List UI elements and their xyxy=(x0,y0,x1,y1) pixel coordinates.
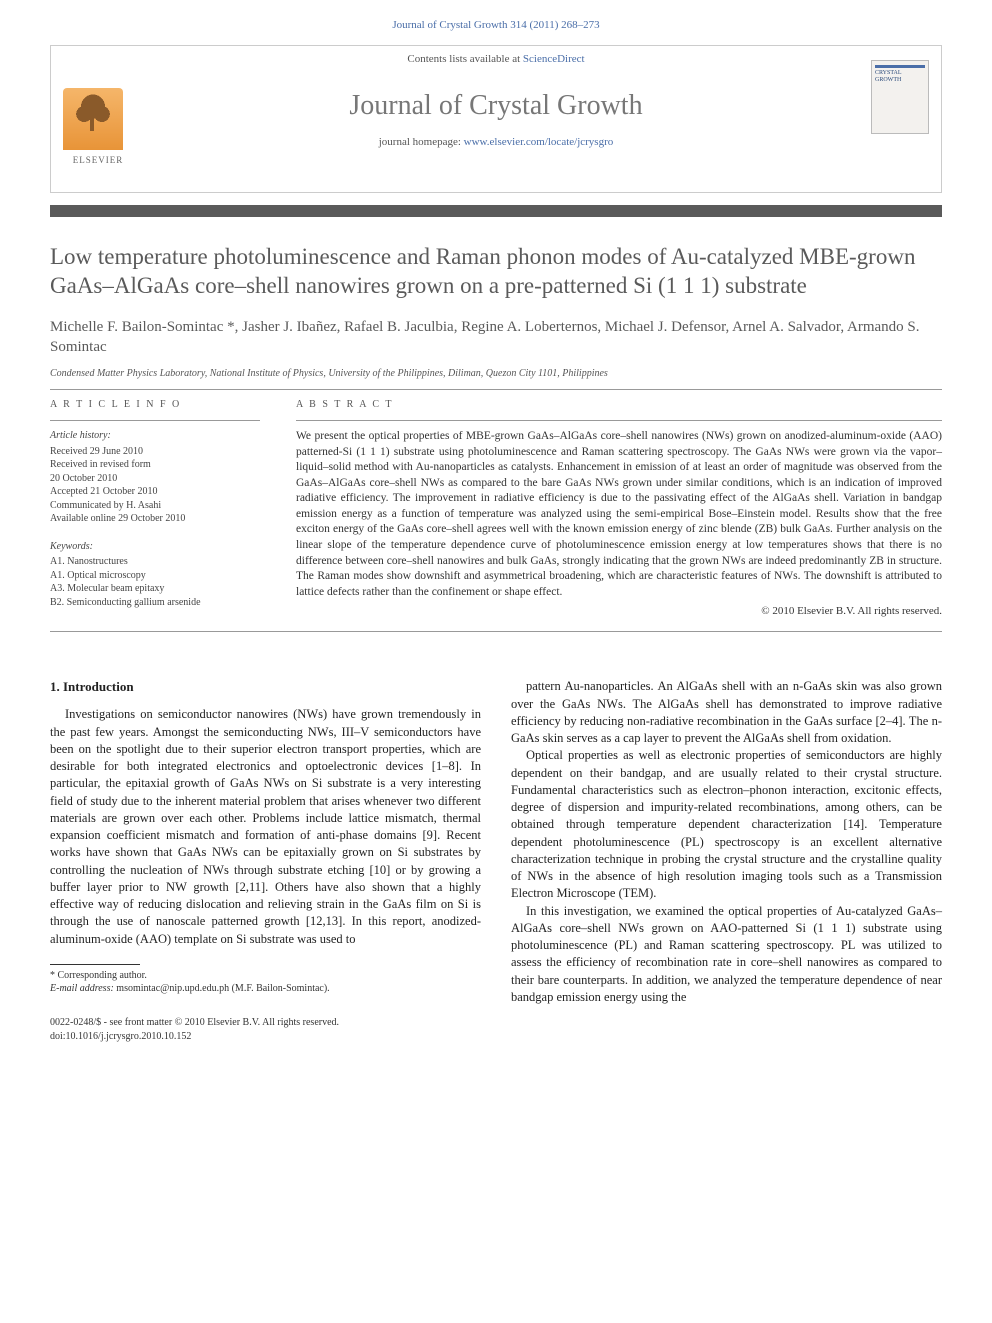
section-title: Introduction xyxy=(63,679,134,694)
elsevier-logo: ELSEVIER xyxy=(63,88,133,178)
doi-line: doi:10.1016/j.jcrysgro.2010.10.152 xyxy=(50,1030,942,1044)
abstract-text: We present the optical properties of MBE… xyxy=(296,429,942,600)
paragraph: Investigations on semiconductor nanowire… xyxy=(50,706,481,948)
paragraph: Optical properties as well as electronic… xyxy=(511,747,942,902)
article-title: Low temperature photoluminescence and Ra… xyxy=(50,243,942,301)
history-line: Available online 29 October 2010 xyxy=(50,512,260,526)
history-line: Communicated by H. Asahi xyxy=(50,499,260,513)
rule-abstract xyxy=(296,420,942,421)
history-line: Received in revised form xyxy=(50,458,260,472)
homepage-link[interactable]: www.elsevier.com/locate/jcrysgro xyxy=(464,136,614,148)
contents-pre: Contents lists available at xyxy=(407,53,522,65)
sciencedirect-link[interactable]: ScienceDirect xyxy=(523,53,585,65)
article-front: Low temperature photoluminescence and Ra… xyxy=(0,217,992,660)
thumb-line1: CRYSTAL xyxy=(875,70,925,77)
email-value: msomintac@nip.upd.edu.ph (M.F. Bailon-So… xyxy=(116,983,329,994)
section-heading: 1. Introduction xyxy=(50,678,481,696)
keywords-block: Keywords: A1. Nanostructures A1. Optical… xyxy=(50,540,260,610)
journal-title: Journal of Crystal Growth xyxy=(51,72,941,135)
abstract-copyright: © 2010 Elsevier B.V. All rights reserved… xyxy=(296,604,942,619)
article-info: A R T I C L E I N F O Article history: R… xyxy=(50,398,260,623)
keyword: B2. Semiconducting gallium arsenide xyxy=(50,596,260,610)
email-label: E-mail address: xyxy=(50,983,114,994)
paragraph: pattern Au-nanoparticles. An AlGaAs shel… xyxy=(511,678,942,747)
meta-row: A R T I C L E I N F O Article history: R… xyxy=(50,398,942,623)
page-footer: 0022-0248/$ - see front matter © 2010 El… xyxy=(0,1006,992,1064)
info-heading: A R T I C L E I N F O xyxy=(50,398,260,412)
email-line: E-mail address: msomintac@nip.upd.edu.ph… xyxy=(50,982,481,996)
elsevier-tree-icon xyxy=(63,88,123,150)
section-num: 1. xyxy=(50,679,60,694)
issn-line: 0022-0248/$ - see front matter © 2010 El… xyxy=(50,1016,942,1030)
homepage-line: journal homepage: www.elsevier.com/locat… xyxy=(51,135,941,150)
footnote-rule xyxy=(50,964,140,965)
keyword: A3. Molecular beam epitaxy xyxy=(50,582,260,596)
history-line: 20 October 2010 xyxy=(50,472,260,486)
author-list: Michelle F. Bailon-Somintac *, Jasher J.… xyxy=(50,317,942,358)
rule-below-meta xyxy=(50,631,942,632)
running-header: Journal of Crystal Growth 314 (2011) 268… xyxy=(0,0,992,39)
keywords-label: Keywords: xyxy=(50,540,260,554)
corresponding-author: * Corresponding author. xyxy=(50,969,481,983)
elsevier-wordmark: ELSEVIER xyxy=(63,150,133,167)
column-left: 1. Introduction Investigations on semico… xyxy=(50,678,481,1006)
history-line: Accepted 21 October 2010 xyxy=(50,485,260,499)
homepage-pre: journal homepage: xyxy=(379,136,464,148)
abstract-heading: A B S T R A C T xyxy=(296,398,942,412)
rule-info xyxy=(50,420,260,421)
contents-line: Contents lists available at ScienceDirec… xyxy=(51,46,941,71)
history-line: Received 29 June 2010 xyxy=(50,445,260,459)
thumb-line2: GROWTH xyxy=(875,77,925,84)
paragraph: In this investigation, we examined the o… xyxy=(511,903,942,1007)
keyword: A1. Optical microscopy xyxy=(50,569,260,583)
footnotes: * Corresponding author. E-mail address: … xyxy=(50,969,481,996)
abstract-block: A B S T R A C T We present the optical p… xyxy=(296,398,942,623)
masthead: Contents lists available at ScienceDirec… xyxy=(50,45,942,193)
heavy-rule xyxy=(50,205,942,217)
citation-link[interactable]: Journal of Crystal Growth 314 (2011) 268… xyxy=(392,19,599,31)
history-label: Article history: xyxy=(50,429,260,443)
body-columns: 1. Introduction Investigations on semico… xyxy=(0,660,992,1006)
keyword: A1. Nanostructures xyxy=(50,555,260,569)
journal-cover-thumb: CRYSTAL GROWTH xyxy=(871,60,929,134)
column-right: pattern Au-nanoparticles. An AlGaAs shel… xyxy=(511,678,942,1006)
rule-above-meta xyxy=(50,389,942,390)
affiliation: Condensed Matter Physics Laboratory, Nat… xyxy=(50,367,942,381)
history-block: Article history: Received 29 June 2010 R… xyxy=(50,429,260,526)
